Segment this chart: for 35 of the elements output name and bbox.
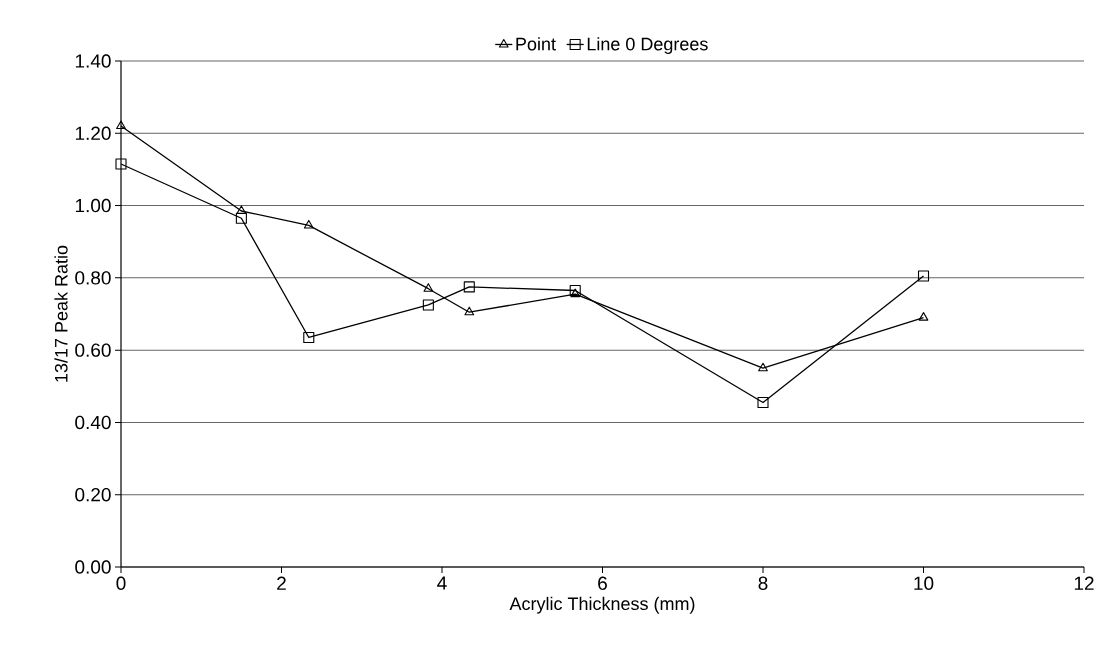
point <box>463 281 475 293</box>
y-tick-label: 1.40 <box>75 54 111 68</box>
point <box>570 288 581 298</box>
point <box>423 283 434 292</box>
point <box>303 219 314 229</box>
point <box>464 306 475 316</box>
x-axis-title: Acrylic Thickness (mm) <box>509 596 695 614</box>
x-tick-label: 8 <box>758 576 768 590</box>
point <box>422 299 434 311</box>
legend-label: Line 0 Degrees <box>587 37 708 54</box>
y-tick-label: 0.80 <box>75 271 111 285</box>
point <box>918 312 929 321</box>
point <box>235 212 247 224</box>
point <box>303 331 315 344</box>
x-tick-label: 4 <box>437 576 447 590</box>
point <box>569 284 581 297</box>
legend-label: Point <box>516 37 556 51</box>
y-tick-label: 1.00 <box>75 198 111 213</box>
y-tick-label: 0.60 <box>75 343 111 357</box>
x-tick-label: 10 <box>914 576 934 590</box>
point <box>236 205 247 215</box>
point <box>115 158 127 170</box>
y-tick-label: 0.40 <box>75 415 111 430</box>
x-tick-label: 6 <box>598 576 607 590</box>
y-axis-title: 13/17 Peak Ratio <box>54 245 68 382</box>
y-tick-label: 0.20 <box>75 487 111 502</box>
point <box>917 270 930 282</box>
x-tick-label: 0 <box>116 576 126 590</box>
point <box>757 397 769 409</box>
y-tick-label: 0.00 <box>75 560 111 574</box>
point <box>758 362 768 372</box>
y-tick-label: 1.20 <box>75 126 111 141</box>
x-tick-label: 2 <box>277 576 286 590</box>
point <box>116 120 126 130</box>
x-tick-label: 12 <box>1074 576 1094 590</box>
